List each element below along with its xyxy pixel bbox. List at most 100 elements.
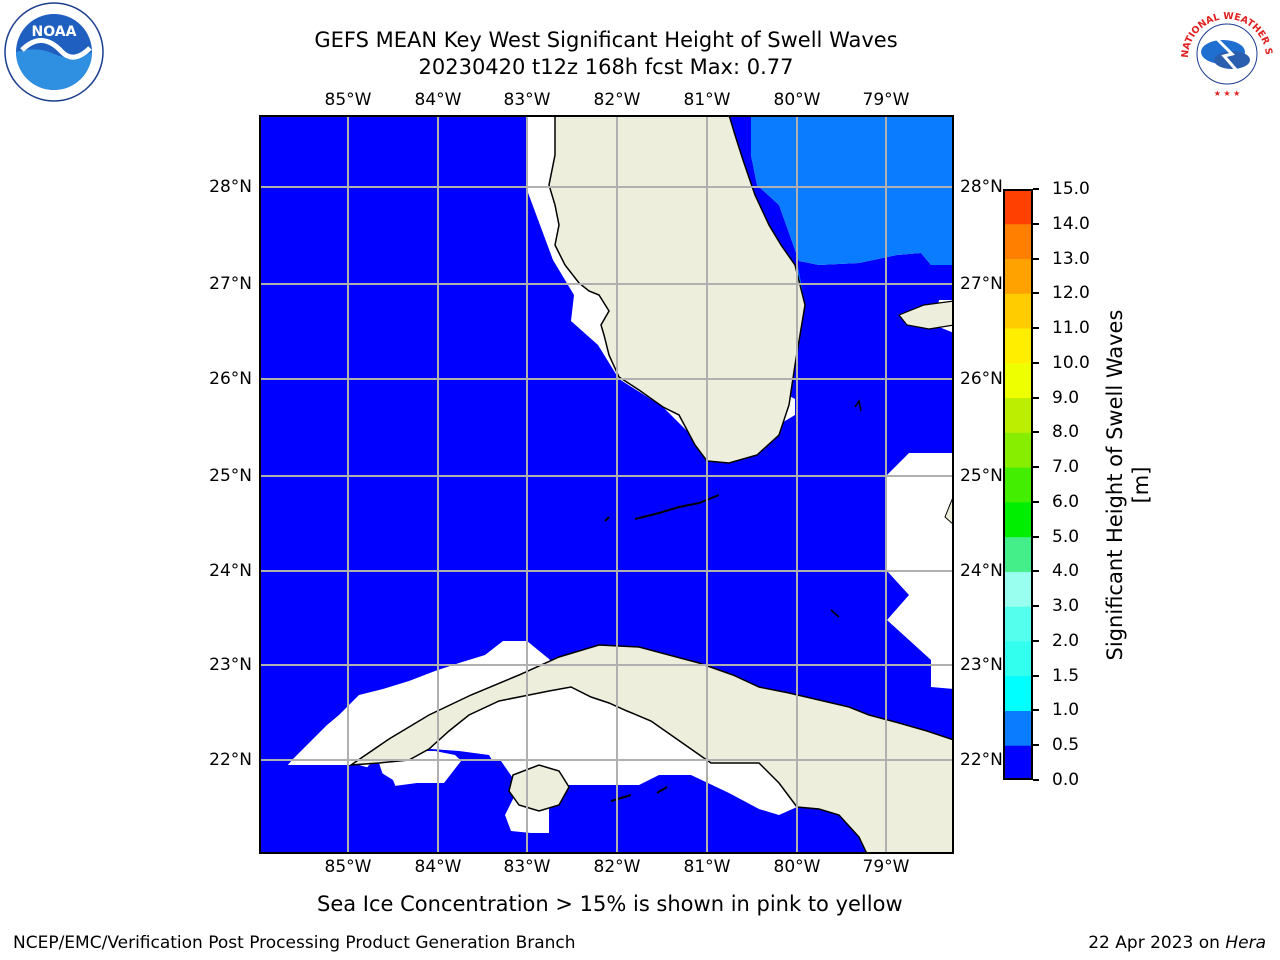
colorbar-tick-label: 12.0 (1052, 283, 1090, 304)
colorbar-segment (1003, 189, 1033, 225)
colorbar-tick-mark (1033, 639, 1039, 642)
colorbar-segment (1003, 467, 1033, 503)
ocean-mid-region (751, 115, 954, 265)
colorbar-tick-label: 13.0 (1052, 248, 1090, 269)
colorbar-tick-label: 14.0 (1052, 213, 1090, 234)
colorbar-segment (1003, 571, 1033, 607)
lat-tick-left: 23°N (209, 655, 252, 675)
lon-tick-top: 82°W (593, 90, 641, 110)
colorbar-tick-label: 15.0 (1052, 179, 1090, 199)
colorbar-tick-label: 9.0 (1052, 387, 1080, 408)
colorbar-segment (1003, 501, 1033, 538)
noaa-logo: NOAA (4, 2, 104, 102)
lon-tick-bottom: 79°W (862, 857, 910, 877)
lon-tick-bottom: 81°W (683, 857, 731, 877)
lat-tick-right: 23°N (960, 655, 1003, 675)
colorbar-segment (1003, 536, 1033, 572)
footer-date: 22 Apr 2023 on Hera (1088, 933, 1266, 953)
colorbar-segment (1003, 223, 1033, 260)
svg-text:NOAA: NOAA (32, 24, 77, 40)
lon-tick-bottom: 84°W (414, 857, 462, 877)
sea-ice-caption: Sea Ice Concentration > 15% is shown in … (317, 892, 903, 916)
lat-tick-left: 26°N (209, 369, 252, 389)
colorbar-tick-mark (1033, 431, 1039, 434)
colorbar-tick-label: 0.5 (1052, 735, 1080, 756)
colorbar-tick-label: 0.0 (1052, 770, 1080, 790)
colorbar-tick-mark (1033, 222, 1039, 225)
lat-tick-right: 26°N (960, 369, 1003, 389)
colorbar-tick-mark (1033, 674, 1039, 677)
colorbar-segment (1003, 640, 1033, 677)
colorbar-tick-label: 7.0 (1052, 457, 1080, 478)
colorbar-tick-mark (1033, 605, 1039, 608)
colorbar-label: Significant Height of Swell Waves [m] (1103, 309, 1153, 661)
lat-tick-left: 24°N (209, 561, 252, 581)
colorbar-segment (1003, 328, 1033, 364)
map-panel (259, 115, 954, 854)
chart-title-line1: GEFS MEAN Key West Significant Height of… (314, 28, 898, 52)
cuba-land (348, 644, 954, 854)
lon-tick-bottom: 82°W (593, 857, 641, 877)
colorbar-tick-label: 1.0 (1052, 700, 1080, 721)
map-gridlines (259, 115, 954, 854)
lat-tick-right: 27°N (960, 274, 1003, 294)
colorbar-segment (1003, 432, 1033, 468)
lat-tick-right: 24°N (960, 561, 1003, 581)
footer-host: Hera (1225, 933, 1266, 953)
colorbar-tick-mark (1033, 500, 1039, 503)
colorbar-segment (1003, 397, 1033, 433)
colorbar-tick-mark (1033, 257, 1039, 260)
colorbar-tick-mark (1033, 535, 1039, 538)
colorbar-tick-mark (1033, 327, 1039, 330)
colorbar-tick-mark (1033, 361, 1039, 364)
colorbar-tick-label: 10.0 (1052, 352, 1090, 373)
colorbar-tick-mark (1033, 779, 1039, 781)
lon-tick-top: 81°W (683, 90, 731, 110)
colorbar-segment (1003, 362, 1033, 399)
lat-tick-left: 27°N (209, 274, 252, 294)
ocean-bottom-center (531, 775, 867, 854)
colorbar-tick-label: 5.0 (1052, 526, 1080, 547)
florida-land (548, 115, 806, 464)
nws-logo: NATIONAL WEATHER SERVICE ★ ★ ★ (1176, 2, 1274, 100)
colorbar-segment (1003, 258, 1033, 294)
lon-tick-top: 79°W (862, 90, 910, 110)
svg-text:★ ★ ★: ★ ★ ★ (1214, 89, 1241, 98)
colorbar-segment (1003, 606, 1033, 642)
colorbar-tick-mark (1033, 570, 1039, 573)
lon-tick-bottom: 83°W (503, 857, 551, 877)
colorbar-frame (1003, 189, 1033, 780)
bahamas-land (898, 300, 954, 330)
florida-keys (634, 494, 720, 520)
footer-branch: NCEP/EMC/Verification Post Processing Pr… (13, 933, 576, 953)
colorbar (1003, 189, 1033, 780)
lat-tick-right: 25°N (960, 466, 1003, 486)
colorbar-tick-mark (1033, 188, 1039, 190)
colorbar-segment (1003, 293, 1033, 329)
colorbar-tick-label: 3.0 (1052, 596, 1080, 617)
lon-tick-top: 85°W (324, 90, 372, 110)
colorbar-ticks: 0.0 0.5 1.0 1.5 2.0 3.0 4.0 5.0 6.0 7.0 8.0 9.0 10.0… (1033, 179, 1100, 790)
colorbar-tick-mark (1033, 292, 1039, 295)
lon-tick-top: 80°W (773, 90, 821, 110)
lat-tick-right: 28°N (960, 177, 1003, 197)
lon-tick-bottom: 80°W (773, 857, 821, 877)
colorbar-segment (1003, 675, 1033, 711)
chart-title-line2: 20230420 t12z 168h fcst Max: 0.77 (418, 55, 794, 79)
lon-tick-top: 84°W (414, 90, 462, 110)
lat-tick-left: 25°N (209, 466, 252, 486)
lat-tick-left: 22°N (209, 750, 252, 770)
colorbar-tick-mark (1033, 744, 1039, 747)
colorbar-tick-label: 2.0 (1052, 630, 1080, 651)
colorbar-tick-label: 6.0 (1052, 491, 1080, 512)
colorbar-tick-mark (1033, 466, 1039, 469)
colorbar-tick-mark (1033, 709, 1039, 712)
colorbar-tick-label: 8.0 (1052, 422, 1080, 443)
colorbar-tick-mark (1033, 396, 1039, 399)
colorbar-tick-label: 1.5 (1052, 665, 1080, 686)
lat-tick-left: 28°N (209, 177, 252, 197)
isle-of-youth-land (508, 764, 570, 812)
lon-tick-bottom: 85°W (324, 857, 372, 877)
ocean-bottom-leftmost (259, 765, 453, 854)
footer-date-text: 22 Apr 2023 on (1088, 933, 1226, 953)
